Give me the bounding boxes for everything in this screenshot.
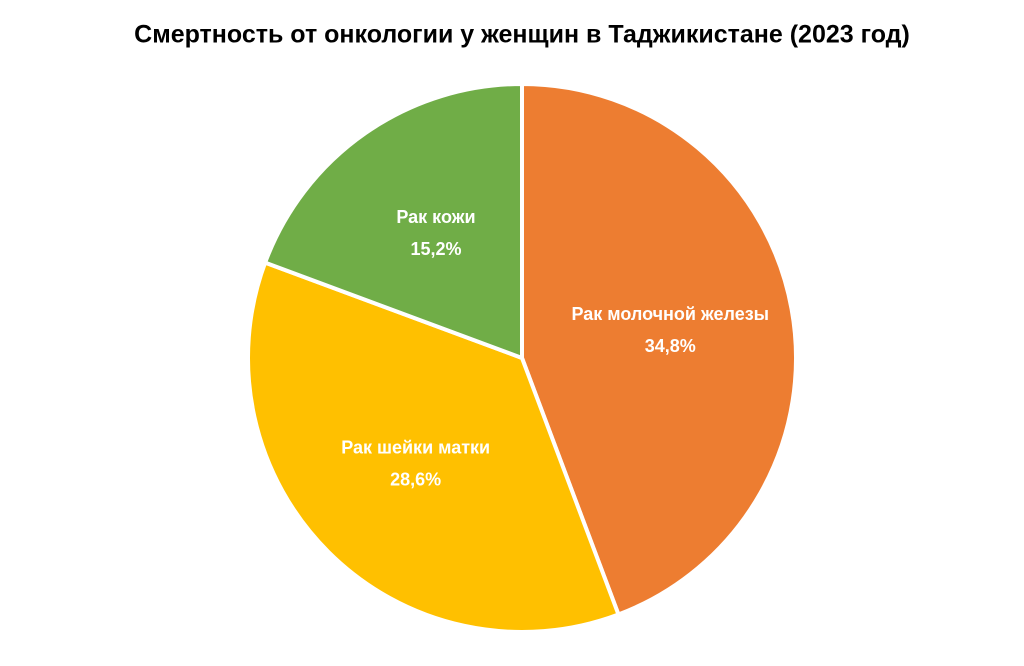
slice-value-label: 15,2% (410, 239, 461, 259)
slice-value-label: 34,8% (645, 336, 696, 356)
slice-label: Рак кожи (396, 207, 475, 227)
chart-title: Смертность от онкологии у женщин в Таджи… (134, 21, 910, 49)
slice-value-label: 28,6% (390, 470, 441, 490)
pie-slice (263, 82, 524, 360)
slice-label: Рак шейки матки (341, 438, 490, 458)
pie-slice (246, 260, 621, 634)
slice-label: Рак молочной железы (571, 304, 769, 324)
pie-slice (520, 82, 798, 617)
